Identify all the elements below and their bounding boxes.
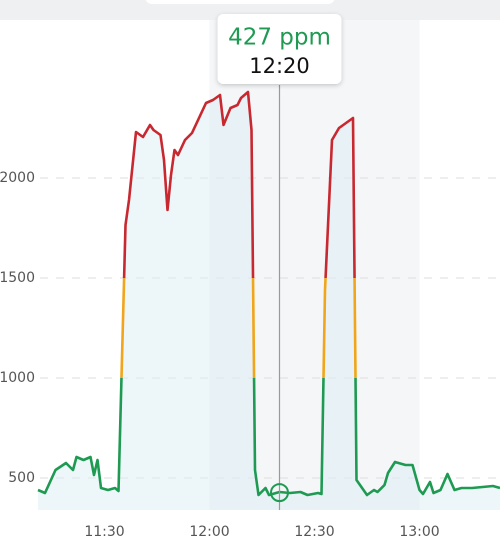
top-bar xyxy=(0,0,500,20)
y-tick-label: 1500 xyxy=(0,270,35,286)
line xyxy=(37,90,500,497)
top-tab xyxy=(145,0,335,4)
y-tick-label: 1000 xyxy=(0,370,35,386)
area xyxy=(38,92,500,510)
cursor-point xyxy=(270,483,289,503)
x-tick-label: 12:00 xyxy=(189,524,229,540)
x-tick-label: 12:30 xyxy=(294,524,334,540)
tooltip-time: 12:20 xyxy=(249,54,310,78)
x-tick-label: 13:00 xyxy=(399,524,439,540)
x-tick-label: 11:30 xyxy=(84,524,124,540)
y-tick-label: 500 xyxy=(8,470,35,486)
y-tick-label: 2000 xyxy=(0,170,35,186)
tooltip-value: 427 ppm xyxy=(228,25,331,51)
tooltip-box xyxy=(217,14,342,84)
